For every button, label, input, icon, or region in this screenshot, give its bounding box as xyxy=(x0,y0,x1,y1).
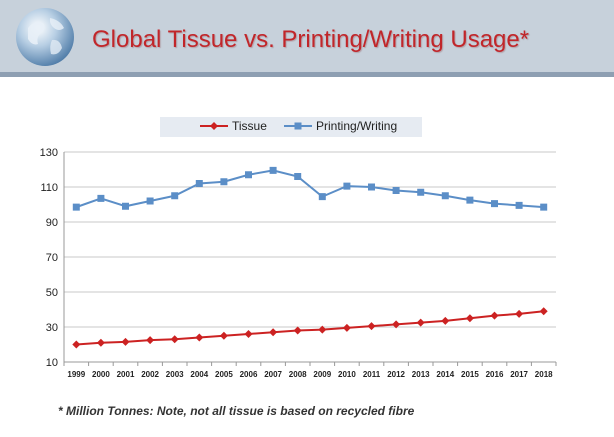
legend-item-tissue: Tissue xyxy=(198,119,267,133)
printing-writing-point xyxy=(491,200,498,208)
tissue-point xyxy=(342,323,351,332)
x-tick-label: 2004 xyxy=(190,370,208,379)
x-tick-label: 2013 xyxy=(412,370,430,379)
y-tick-label: 130 xyxy=(40,147,58,159)
tissue-point xyxy=(96,338,105,347)
tissue-point xyxy=(515,309,524,318)
x-tick-label: 1999 xyxy=(67,370,85,379)
x-tick-label: 2000 xyxy=(92,370,110,379)
printing-writing-point xyxy=(515,201,523,209)
y-tick-label: 110 xyxy=(40,182,58,194)
printing-writing-point xyxy=(195,180,203,187)
tissue-point xyxy=(318,325,327,334)
printing-writing-point xyxy=(269,166,277,174)
legend-item-printing-writing: Printing/Writing xyxy=(282,119,397,133)
y-tick-label: 10 xyxy=(46,357,58,369)
chart-legend: Tissue Printing/Writing xyxy=(160,117,422,137)
printing-writing-point xyxy=(318,193,326,201)
footnote: * Million Tonnes: Note, not all tissue i… xyxy=(58,404,415,418)
x-tick-label: 2006 xyxy=(240,370,258,379)
printing-writing-point xyxy=(220,178,228,186)
x-tick-label: 2008 xyxy=(289,370,307,379)
x-tick-label: 2003 xyxy=(166,370,184,379)
tissue-point xyxy=(441,316,450,325)
legend-label-printing-writing: Printing/Writing xyxy=(316,119,398,133)
y-tick-label: 30 xyxy=(46,322,58,334)
x-tick-label: 2017 xyxy=(510,370,528,379)
printing-writing-point xyxy=(441,192,449,200)
printing-writing-point xyxy=(122,202,129,210)
x-tick-label: 2015 xyxy=(461,370,479,379)
printing-writing-legend-swatch xyxy=(284,122,312,130)
y-tick-label: 50 xyxy=(46,287,58,299)
printing-writing-point xyxy=(540,203,548,211)
page-title: Global Tissue vs. Printing/Writing Usage… xyxy=(92,26,530,53)
printing-writing-point xyxy=(146,197,154,205)
printing-writing-point xyxy=(368,183,375,191)
legend-label-tissue: Tissue xyxy=(232,119,267,133)
header-divider xyxy=(0,72,614,77)
globe-icon xyxy=(16,8,74,66)
slide-header: Global Tissue vs. Printing/Writing Usage… xyxy=(0,0,614,72)
x-tick-label: 2002 xyxy=(141,370,159,379)
x-tick-label: 2012 xyxy=(387,370,405,379)
x-tick-label: 2007 xyxy=(264,370,282,379)
tissue-point xyxy=(293,326,302,335)
tissue-point xyxy=(539,307,548,316)
tissue-point xyxy=(465,314,474,323)
y-tick-label: 70 xyxy=(46,252,58,264)
tissue-point xyxy=(146,336,155,345)
tissue-series-line xyxy=(76,310,544,346)
tissue-point xyxy=(490,311,499,320)
printing-writing-point xyxy=(343,182,351,190)
x-tick-label: 2001 xyxy=(117,370,135,379)
tissue-point xyxy=(72,340,81,349)
tissue-point xyxy=(392,320,401,329)
tissue-legend-swatch xyxy=(200,122,228,130)
printing-writing-point xyxy=(72,203,80,211)
tissue-point xyxy=(195,333,204,342)
tissue-point xyxy=(269,328,278,337)
x-tick-label: 2005 xyxy=(215,370,233,379)
tissue-point xyxy=(367,322,376,331)
x-tick-label: 2016 xyxy=(486,370,504,379)
printing-writing-point xyxy=(171,192,179,200)
tissue-point xyxy=(244,330,253,338)
printing-writing-point xyxy=(466,196,474,204)
tissue-point xyxy=(121,337,130,346)
x-tick-label: 2014 xyxy=(436,370,454,379)
printing-writing-point xyxy=(417,188,425,196)
printing-writing-point xyxy=(392,187,400,194)
x-tick-label: 2011 xyxy=(363,370,381,379)
printing-writing-point xyxy=(245,171,252,179)
tissue-point xyxy=(170,335,179,344)
x-tick-label: 2009 xyxy=(313,370,331,379)
line-chart: 10 30 50 70 90 110 130 1999 2000 2001 2002 2003 2004… xyxy=(40,147,557,379)
tissue-point xyxy=(219,331,228,340)
x-tick-label: 2010 xyxy=(338,370,356,379)
y-tick-label: 90 xyxy=(46,217,58,229)
printing-writing-point xyxy=(97,194,105,202)
printing-writing-series-line xyxy=(75,169,544,209)
x-tick-label: 2018 xyxy=(535,370,553,379)
tissue-point xyxy=(416,318,425,327)
printing-writing-point xyxy=(294,173,302,180)
